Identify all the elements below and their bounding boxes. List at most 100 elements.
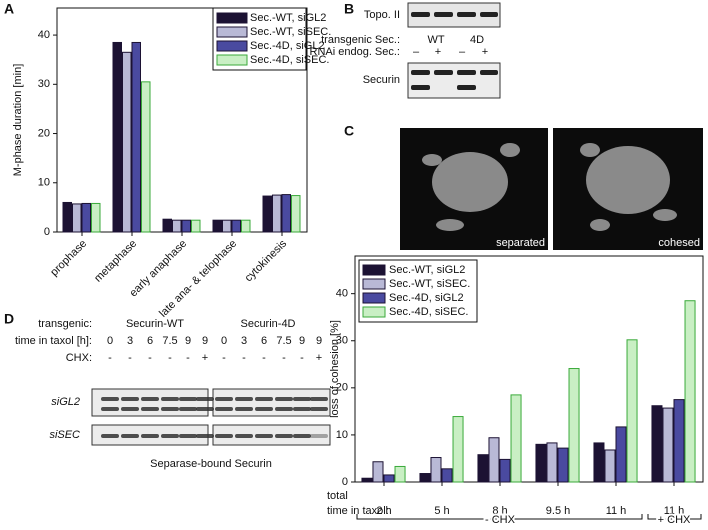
bar xyxy=(394,465,406,483)
bar xyxy=(191,219,201,233)
x-tick-label: 9.5 h xyxy=(546,505,570,517)
group-label: - CHX xyxy=(485,514,516,525)
y-tick-label: 0 xyxy=(44,226,50,238)
lane-label: - xyxy=(128,352,132,364)
bar xyxy=(430,457,442,483)
x-tick-label: prophase xyxy=(48,238,89,279)
band xyxy=(215,434,233,438)
band xyxy=(275,407,293,411)
band xyxy=(255,434,273,438)
band xyxy=(196,407,214,411)
bar xyxy=(222,219,232,233)
lane-label: 3 xyxy=(127,335,133,347)
x-tick-label: 8 h xyxy=(492,505,507,517)
lane-label: - xyxy=(222,352,226,364)
legend-swatch xyxy=(216,12,248,24)
bar xyxy=(673,399,685,483)
band xyxy=(101,407,119,411)
y-axis-label: M-phase duration [min] xyxy=(12,64,24,177)
y-axis-label: loss of cohesion [%] xyxy=(329,320,341,418)
label: transgenic Sec.: xyxy=(321,34,400,46)
x-axis-label: time in taxol: xyxy=(327,505,389,517)
lane-label: 9 xyxy=(185,335,191,347)
band xyxy=(215,407,233,411)
bar xyxy=(662,407,674,483)
group-label: + CHX xyxy=(658,514,691,525)
blot-label: Securin xyxy=(363,74,400,86)
band xyxy=(310,397,328,401)
band xyxy=(235,434,253,438)
legend-swatch xyxy=(362,264,386,276)
band xyxy=(179,397,197,401)
x-tick-label: 11 h xyxy=(664,505,685,517)
band xyxy=(141,407,159,411)
y-tick-label: 40 xyxy=(336,288,348,300)
band xyxy=(121,397,139,401)
x-tick-label: 2 h xyxy=(376,505,391,517)
bar xyxy=(684,300,696,483)
band xyxy=(179,407,197,411)
x-tick-label: 11 h xyxy=(606,505,627,517)
band xyxy=(101,397,119,401)
lane-label: - xyxy=(148,352,152,364)
band xyxy=(293,407,311,411)
band xyxy=(310,434,328,438)
band xyxy=(275,397,293,401)
bar xyxy=(122,51,132,233)
bar xyxy=(477,454,489,483)
label: time in taxol [h]: xyxy=(15,335,92,347)
bar xyxy=(372,461,384,483)
bar xyxy=(361,477,373,483)
label: – xyxy=(459,46,466,58)
bar xyxy=(162,218,172,233)
lane-label: 3 xyxy=(241,335,247,347)
legend-swatch xyxy=(362,306,386,318)
band xyxy=(293,434,311,438)
y-tick-label: 30 xyxy=(336,335,348,347)
band xyxy=(293,397,311,401)
row-label: siGL2 xyxy=(51,396,80,408)
plot-frame xyxy=(354,255,704,483)
bar xyxy=(568,368,580,483)
band xyxy=(121,407,139,411)
legend-swatch xyxy=(362,278,386,290)
image-label: separated xyxy=(496,237,545,249)
image-label: cohesed xyxy=(658,237,700,249)
label: Securin-4D xyxy=(240,318,295,330)
panel-label: B xyxy=(344,1,354,17)
bar xyxy=(172,219,182,233)
legend-swatch xyxy=(216,26,248,38)
chromosomes xyxy=(422,143,677,231)
label: Securin-WT xyxy=(126,318,184,330)
lane-label: 7.5 xyxy=(162,335,177,347)
bar xyxy=(272,194,282,233)
bar xyxy=(604,449,616,483)
bands xyxy=(411,12,498,17)
bar xyxy=(281,194,291,233)
band xyxy=(179,434,197,438)
band xyxy=(161,434,179,438)
row-label: siSEC xyxy=(49,429,80,441)
lane-label: 6 xyxy=(261,335,267,347)
lane-label: 9 xyxy=(202,335,208,347)
label: CHX: xyxy=(66,352,92,364)
bar xyxy=(91,202,101,233)
bar xyxy=(112,41,122,233)
band xyxy=(161,397,179,401)
panel-label: A xyxy=(4,1,14,17)
label: transgenic: xyxy=(38,318,92,330)
y-tick-label: 30 xyxy=(38,78,50,90)
lane-label: 0 xyxy=(107,335,113,347)
legend-swatch xyxy=(362,292,386,304)
bar xyxy=(62,201,72,233)
x-tick-label: cytokinesis xyxy=(243,237,290,284)
band xyxy=(196,434,214,438)
y-tick-label: 10 xyxy=(38,177,50,189)
band xyxy=(255,397,273,401)
lane-label: - xyxy=(282,352,286,364)
legend-label: Sec.-4D, siGL2 xyxy=(389,292,464,304)
band xyxy=(235,397,253,401)
panel-label: C xyxy=(344,123,354,139)
bar xyxy=(231,219,241,233)
